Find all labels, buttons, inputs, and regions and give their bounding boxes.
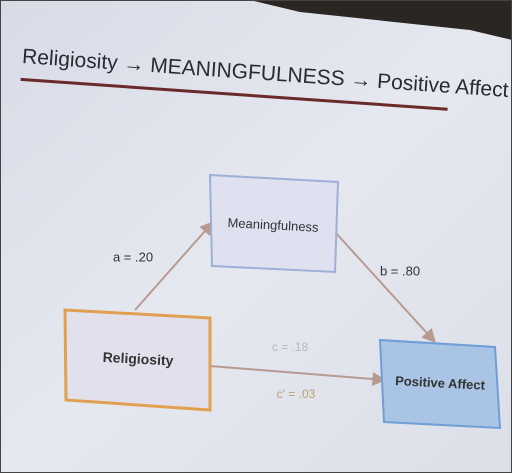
edge-label: c' = .03 [277, 387, 316, 401]
slide-photo: Religiosity → MEANINGFULNESS → Positive … [0, 0, 512, 473]
edge-label: c = .18 [272, 340, 309, 354]
edge-label: a = .20 [113, 249, 153, 264]
edge-label: b = .80 [380, 263, 420, 278]
